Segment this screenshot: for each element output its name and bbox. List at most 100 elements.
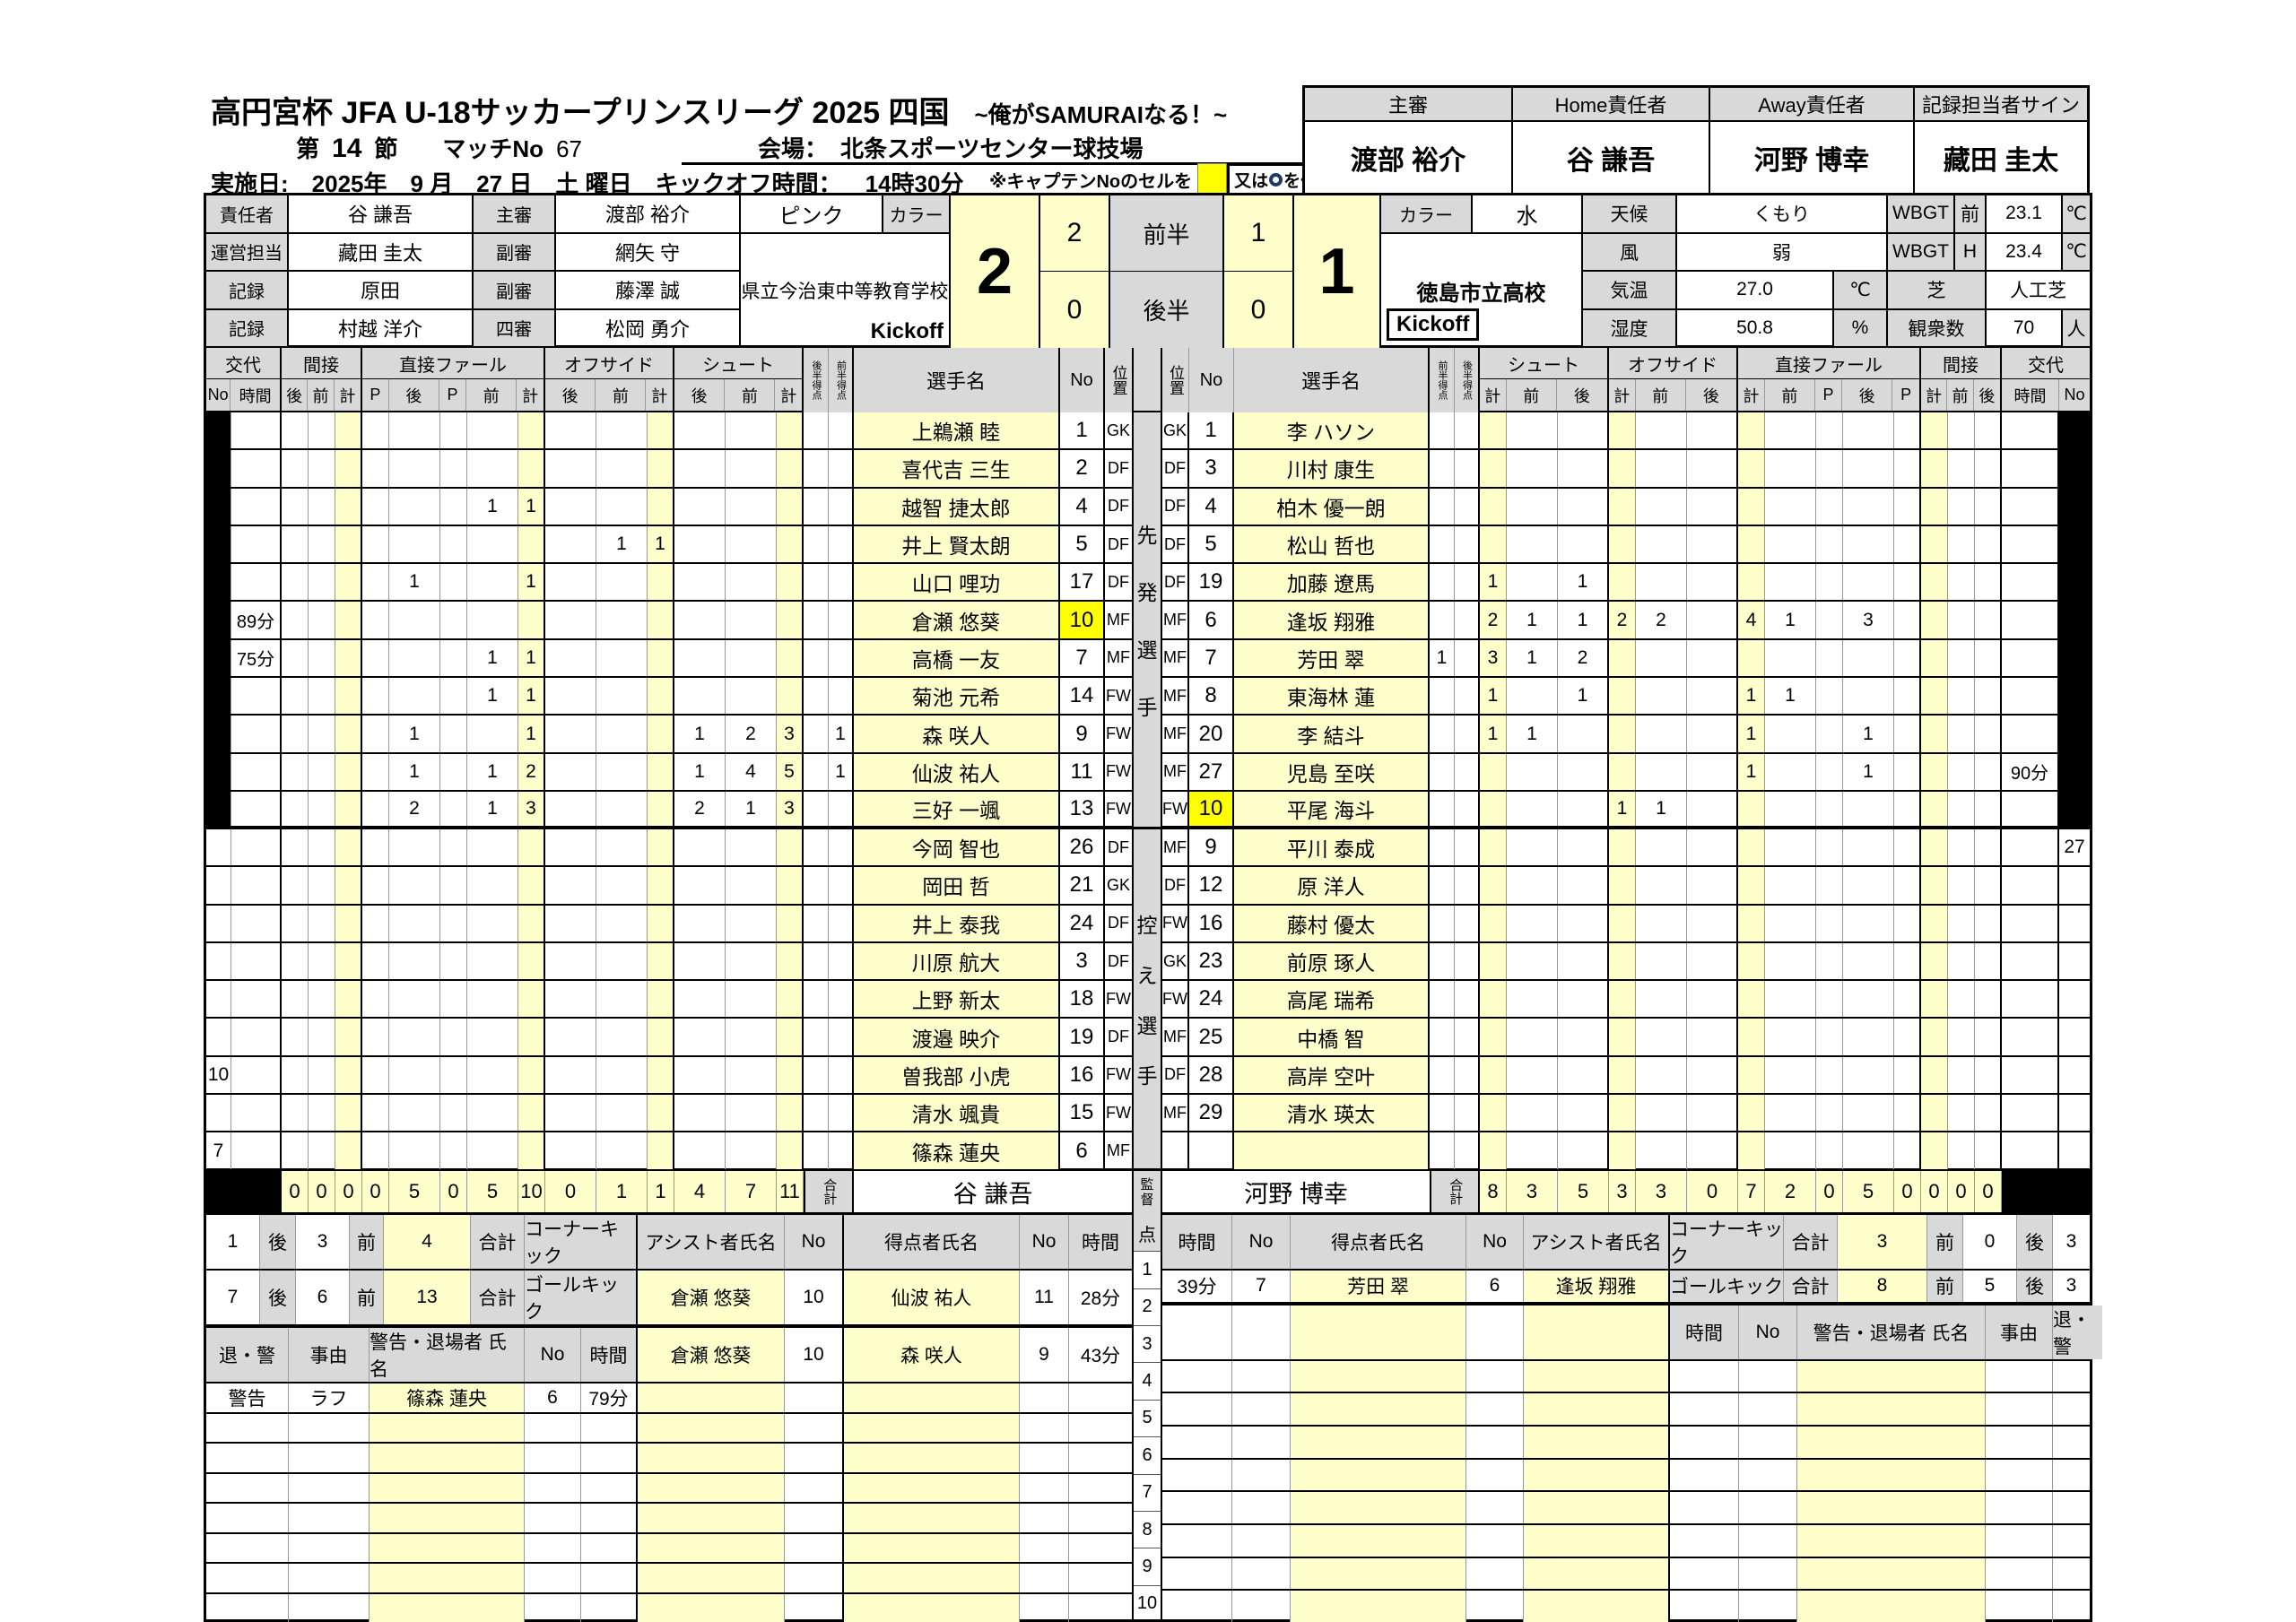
card-no [1739, 1557, 1797, 1590]
goal-2nd-cell [1455, 981, 1480, 1018]
carded-player [370, 1444, 525, 1472]
goal-2nd-cell [1455, 1132, 1480, 1169]
total-cell: 0 [335, 1171, 362, 1212]
col-total: 計 [1609, 379, 1636, 411]
player-name: 倉瀬 悠葵 [854, 602, 1060, 638]
player-position: DF [1108, 497, 1129, 516]
stat-cell [1816, 829, 1843, 866]
goal-2nd-cell [1455, 1056, 1480, 1094]
official-label: 主審 [474, 195, 556, 234]
goal-1st-cell [829, 1019, 854, 1055]
player-name: 曽我部 小虎 [854, 1056, 1060, 1094]
stat-cell [1507, 867, 1558, 904]
goal-1st-cell [829, 867, 854, 904]
stat-cell [1687, 867, 1738, 904]
stat-cell [335, 564, 362, 601]
player-no: 28 [1189, 1056, 1234, 1094]
stat-cell [1975, 867, 2002, 904]
stat-cell [1480, 829, 1507, 866]
card-time [581, 1473, 638, 1502]
card-time: 79分 [581, 1383, 638, 1412]
card-type [2053, 1558, 2102, 1590]
player-name: 平川 泰成 [1234, 829, 1430, 866]
carded-player [1797, 1427, 1986, 1458]
goal-2nd-cell [804, 753, 829, 790]
player-name: 高岸 空叶 [1234, 1056, 1430, 1094]
col-shoot: シュート [1480, 348, 1607, 380]
official-value: 藏田 圭太 [289, 233, 474, 272]
player-name: 上鵜瀬 睦 [854, 412, 1060, 449]
stat-cell [1948, 829, 1975, 866]
col-1st: 前 [1764, 379, 1816, 411]
sub-time-cell [231, 412, 282, 449]
scorer-name [844, 1473, 1020, 1502]
stat-cell [1609, 525, 1636, 563]
no-header: No [525, 1328, 581, 1382]
stat-cell [389, 602, 440, 638]
stat-cell [1636, 1095, 1687, 1132]
card-reason [289, 1593, 370, 1622]
player-name: 芳田 翠 [1234, 639, 1430, 677]
card-time [1670, 1427, 1739, 1458]
stat-cell [1843, 564, 1894, 601]
assist-no: 10 [785, 1271, 844, 1324]
carded-player [370, 1413, 525, 1442]
stat-cell [335, 1095, 362, 1132]
stat-cell [1507, 791, 1558, 827]
sub-time-cell [231, 1056, 282, 1094]
stat-cell [545, 829, 596, 866]
goal-2nd-cell [804, 867, 829, 904]
point-no: 9 [1134, 1548, 1161, 1586]
goal-2nd-cell [1455, 602, 1480, 638]
stat-cell [1894, 1056, 1921, 1094]
stat-cell [545, 1095, 596, 1132]
stat-cell [467, 1132, 518, 1169]
stat-cell [518, 1056, 545, 1094]
sub-time-cell: 89分 [231, 602, 282, 638]
stat-cell [389, 1019, 440, 1055]
assist-no [1466, 1305, 1524, 1359]
goal-1st-cell [1430, 716, 1455, 752]
sub-no-cell [2059, 1095, 2090, 1131]
stat-cell [309, 905, 335, 941]
col-total: 計 [334, 379, 361, 411]
stat-cell [1636, 829, 1687, 866]
stat-cell [648, 829, 674, 866]
stat-cell [1687, 791, 1738, 827]
stat-cell [335, 1019, 362, 1055]
stat-cell [1975, 942, 2002, 980]
goal-2nd-cell [1455, 829, 1480, 866]
stat-cell [440, 867, 467, 904]
sub-no-cell [206, 564, 231, 601]
col-shoot: シュート [674, 348, 802, 380]
stat-cell [1948, 1056, 1975, 1094]
sub-time-cell: 75分 [231, 639, 282, 677]
player-position: FW [1106, 724, 1131, 743]
weather-row-4: 湿度 50.8 % 観衆数 70 人 [1583, 309, 2090, 348]
card-type [2053, 1525, 2102, 1557]
home-sub-row: 岡田 哲 21 GK [206, 867, 1132, 906]
away-empty-row [1162, 1360, 2090, 1394]
stat-cell [1975, 678, 2002, 715]
scorer-no [1020, 1564, 1069, 1592]
card-reason [1986, 1492, 2053, 1524]
goal-time [1069, 1474, 1132, 1503]
weather-row-1: 天候 くもり WBGT 前 23.1 ℃ [1583, 195, 2090, 234]
stat-cell [1894, 981, 1921, 1018]
stat-cell [1921, 412, 1948, 449]
goal-1st-cell [829, 525, 854, 563]
stat-cell [309, 791, 335, 827]
sub-time-cell [231, 867, 282, 904]
card-no [1739, 1360, 1797, 1392]
weather-value: 27.0 [1677, 272, 1834, 310]
stat-cell [1921, 716, 1948, 752]
stat-cell [518, 450, 545, 487]
stat-cell [440, 488, 467, 525]
away-sub-row: MF 9 平川 泰成 27 [1162, 829, 2090, 868]
scorer-name [1291, 1591, 1466, 1622]
player-no: 15 [1060, 1095, 1105, 1132]
stat-cell [309, 678, 335, 715]
sub-time-cell [2002, 450, 2059, 487]
